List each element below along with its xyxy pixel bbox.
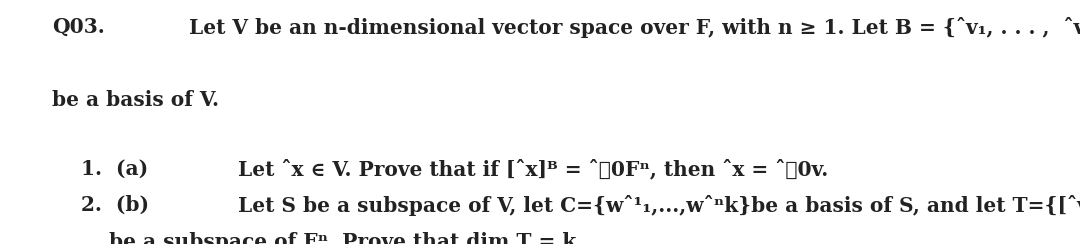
Text: be a basis of V.: be a basis of V.	[52, 90, 219, 110]
Text: Let ˆx ∈ V. Prove that if [ˆx]ᴮ = ˆ⃗0Fⁿ, then ˆx = ˆ⃗0v.: Let ˆx ∈ V. Prove that if [ˆx]ᴮ = ˆ⃗0Fⁿ,…	[238, 159, 828, 179]
Text: 1.  (a): 1. (a)	[81, 159, 148, 179]
Text: 2.  (b): 2. (b)	[81, 195, 149, 215]
Text: Let V be an n-dimensional vector space over F, with n ≥ 1. Let B = {ˆv₁, . . . ,: Let V be an n-dimensional vector space o…	[189, 17, 1080, 38]
Text: Q03.: Q03.	[52, 17, 105, 37]
Text: Let S be a subspace of V, let C={wˆ¹₁,...,wˆⁿk}be a basis of S, and let T={[ˆv]ᴮ: Let S be a subspace of V, let C={wˆ¹₁,..…	[238, 195, 1080, 216]
Text: be a subspace of Fⁿ. Prove that dim T = k.: be a subspace of Fⁿ. Prove that dim T = …	[81, 232, 583, 244]
